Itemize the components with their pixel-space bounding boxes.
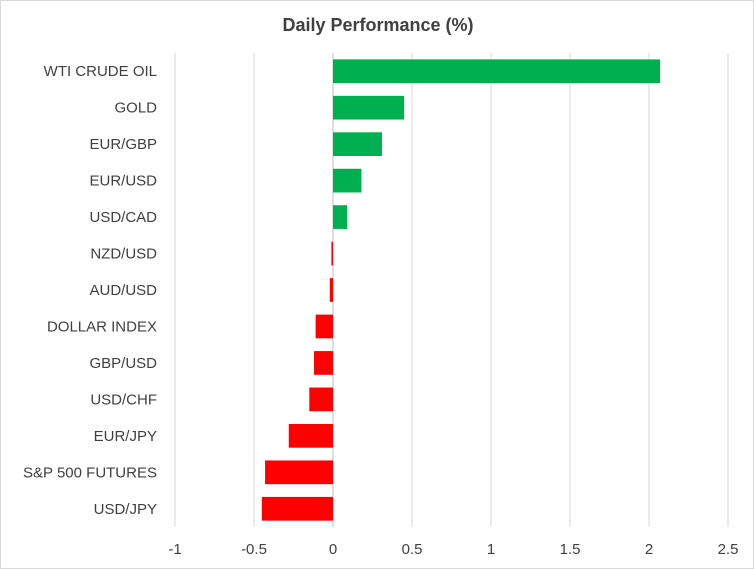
bar [261, 496, 333, 521]
category-label: DOLLAR INDEX [47, 318, 157, 335]
bar [309, 387, 333, 412]
x-tick-label: -0.5 [241, 541, 267, 558]
x-tick-label: 1.5 [560, 541, 581, 558]
bar [314, 351, 333, 375]
category-label: USD/CAD [89, 209, 157, 226]
bars [261, 59, 661, 521]
x-tick-label: 0.5 [402, 541, 423, 558]
bar [265, 460, 333, 485]
x-tick-label: -1 [168, 541, 181, 558]
bar [333, 95, 405, 120]
category-label: EUR/JPY [94, 428, 157, 445]
bar [333, 59, 661, 84]
bar [331, 241, 333, 266]
bar [315, 314, 333, 339]
chart-title: Daily Performance (%) [282, 15, 474, 35]
x-tick-labels: -1 -0.5 0 0.5 1 1.5 2 2.5 [168, 541, 738, 558]
bar [288, 423, 333, 448]
category-label: GOLD [114, 100, 157, 117]
bar [333, 168, 362, 193]
category-label: USD/JPY [94, 501, 157, 518]
category-label: S&P 500 FUTURES [23, 464, 157, 481]
x-tick-label: 0 [329, 541, 337, 558]
grid-lines [174, 53, 729, 527]
x-tick-label: 2.5 [718, 541, 739, 558]
category-label: GBP/USD [89, 355, 157, 372]
category-label: EUR/GBP [89, 136, 157, 153]
category-labels: WTI CRUDE OIL GOLD EUR/GBP EUR/USD USD/CAD NZ… [23, 63, 157, 518]
category-label: AUD/USD [89, 282, 157, 299]
bar [333, 205, 348, 229]
bar [333, 132, 382, 157]
bar [329, 278, 333, 302]
category-label: NZD/USD [90, 246, 157, 263]
x-tick-label: 1 [487, 541, 495, 558]
category-label: EUR/USD [89, 173, 157, 190]
category-label: WTI CRUDE OIL [44, 63, 157, 80]
x-tick-label: 2 [645, 541, 653, 558]
category-label: USD/CHF [90, 391, 157, 408]
